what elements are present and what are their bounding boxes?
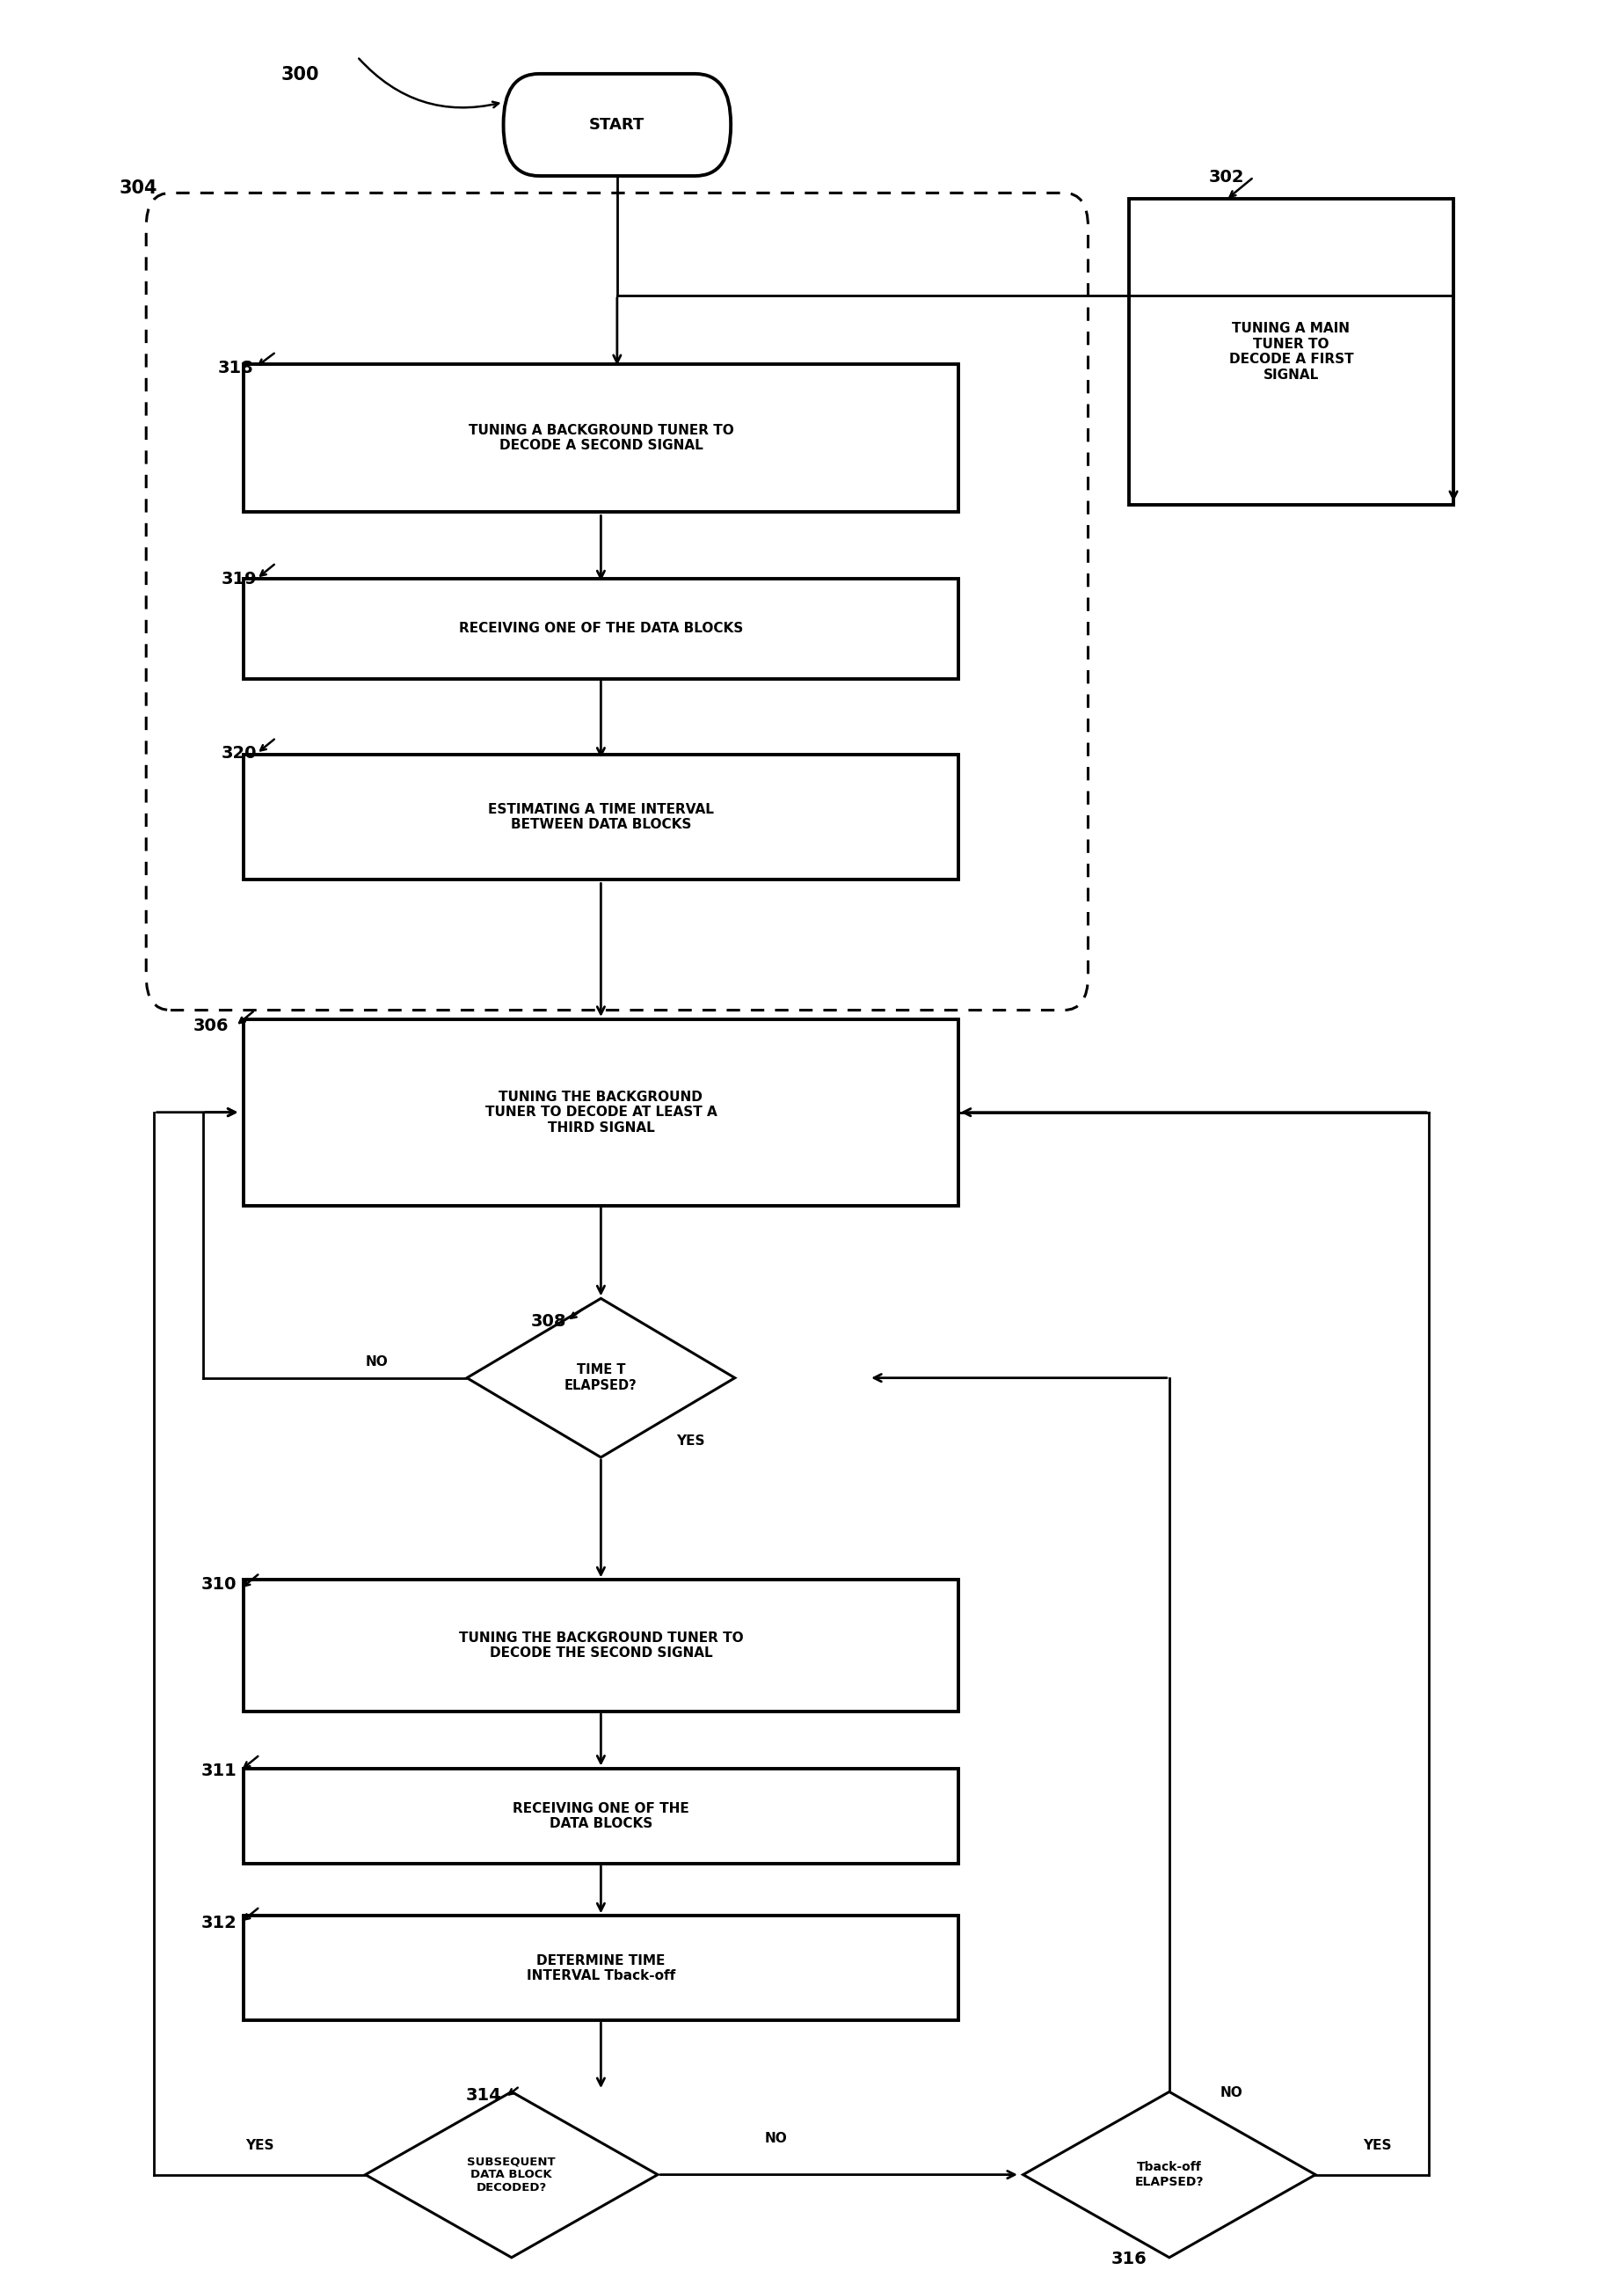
Text: 306: 306 [193,1017,229,1035]
Text: NO: NO [365,1355,388,1369]
Bar [244,1019,958,1205]
Text: SUBSEQUENT
DATA BLOCK
DECODED?: SUBSEQUENT DATA BLOCK DECODED? [468,2156,555,2193]
Text: RECEIVING ONE OF THE DATA BLOCKS: RECEIVING ONE OF THE DATA BLOCKS [458,622,744,636]
Text: NO: NO [1220,2086,1242,2100]
Text: 319: 319 [221,570,257,588]
Text: TUNING A BACKGROUND TUNER TO
DECODE A SECOND SIGNAL: TUNING A BACKGROUND TUNER TO DECODE A SE… [468,424,734,452]
Text: DETERMINE TIME
INTERVAL Tback-off: DETERMINE TIME INTERVAL Tback-off [526,1954,676,1982]
Text: NO: NO [765,2132,788,2145]
Text: 314: 314 [466,2086,502,2104]
Text: 318: 318 [218,359,253,377]
Text: TIME T
ELAPSED?: TIME T ELAPSED? [565,1364,637,1392]
Text: TUNING A MAIN
TUNER TO
DECODE A FIRST
SIGNAL: TUNING A MAIN TUNER TO DECODE A FIRST SI… [1229,322,1353,381]
Bar [1129,200,1453,506]
Text: 316: 316 [1111,2250,1147,2268]
Polygon shape [468,1298,734,1457]
Text: TUNING THE BACKGROUND
TUNER TO DECODE AT LEAST A
THIRD SIGNAL: TUNING THE BACKGROUND TUNER TO DECODE AT… [486,1090,716,1135]
Text: YES: YES [245,2138,274,2152]
Text: START: START [590,118,645,132]
Bar [244,754,958,881]
Text: 300: 300 [281,66,320,84]
Polygon shape [365,2093,658,2256]
Bar [244,1580,958,1712]
Bar [244,363,958,513]
Text: 302: 302 [1208,168,1244,186]
Bar [244,579,958,679]
Bar [244,1768,958,1864]
Text: 312: 312 [201,1914,237,1932]
Text: TUNING THE BACKGROUND TUNER TO
DECODE THE SECOND SIGNAL: TUNING THE BACKGROUND TUNER TO DECODE TH… [458,1632,744,1659]
FancyBboxPatch shape [503,75,731,177]
Text: 310: 310 [201,1575,237,1594]
Text: YES: YES [676,1435,705,1448]
Polygon shape [1023,2093,1315,2256]
Text: ESTIMATING A TIME INTERVAL
BETWEEN DATA BLOCKS: ESTIMATING A TIME INTERVAL BETWEEN DATA … [487,804,715,831]
Text: 304: 304 [119,179,158,197]
Text: YES: YES [1363,2138,1392,2152]
Text: RECEIVING ONE OF THE
DATA BLOCKS: RECEIVING ONE OF THE DATA BLOCKS [513,1802,689,1830]
Text: 311: 311 [201,1762,237,1780]
Text: 308: 308 [531,1312,567,1330]
Bar [244,1916,958,2020]
Text: 320: 320 [221,745,257,763]
Text: Tback-off
ELAPSED?: Tback-off ELAPSED? [1135,2161,1203,2188]
